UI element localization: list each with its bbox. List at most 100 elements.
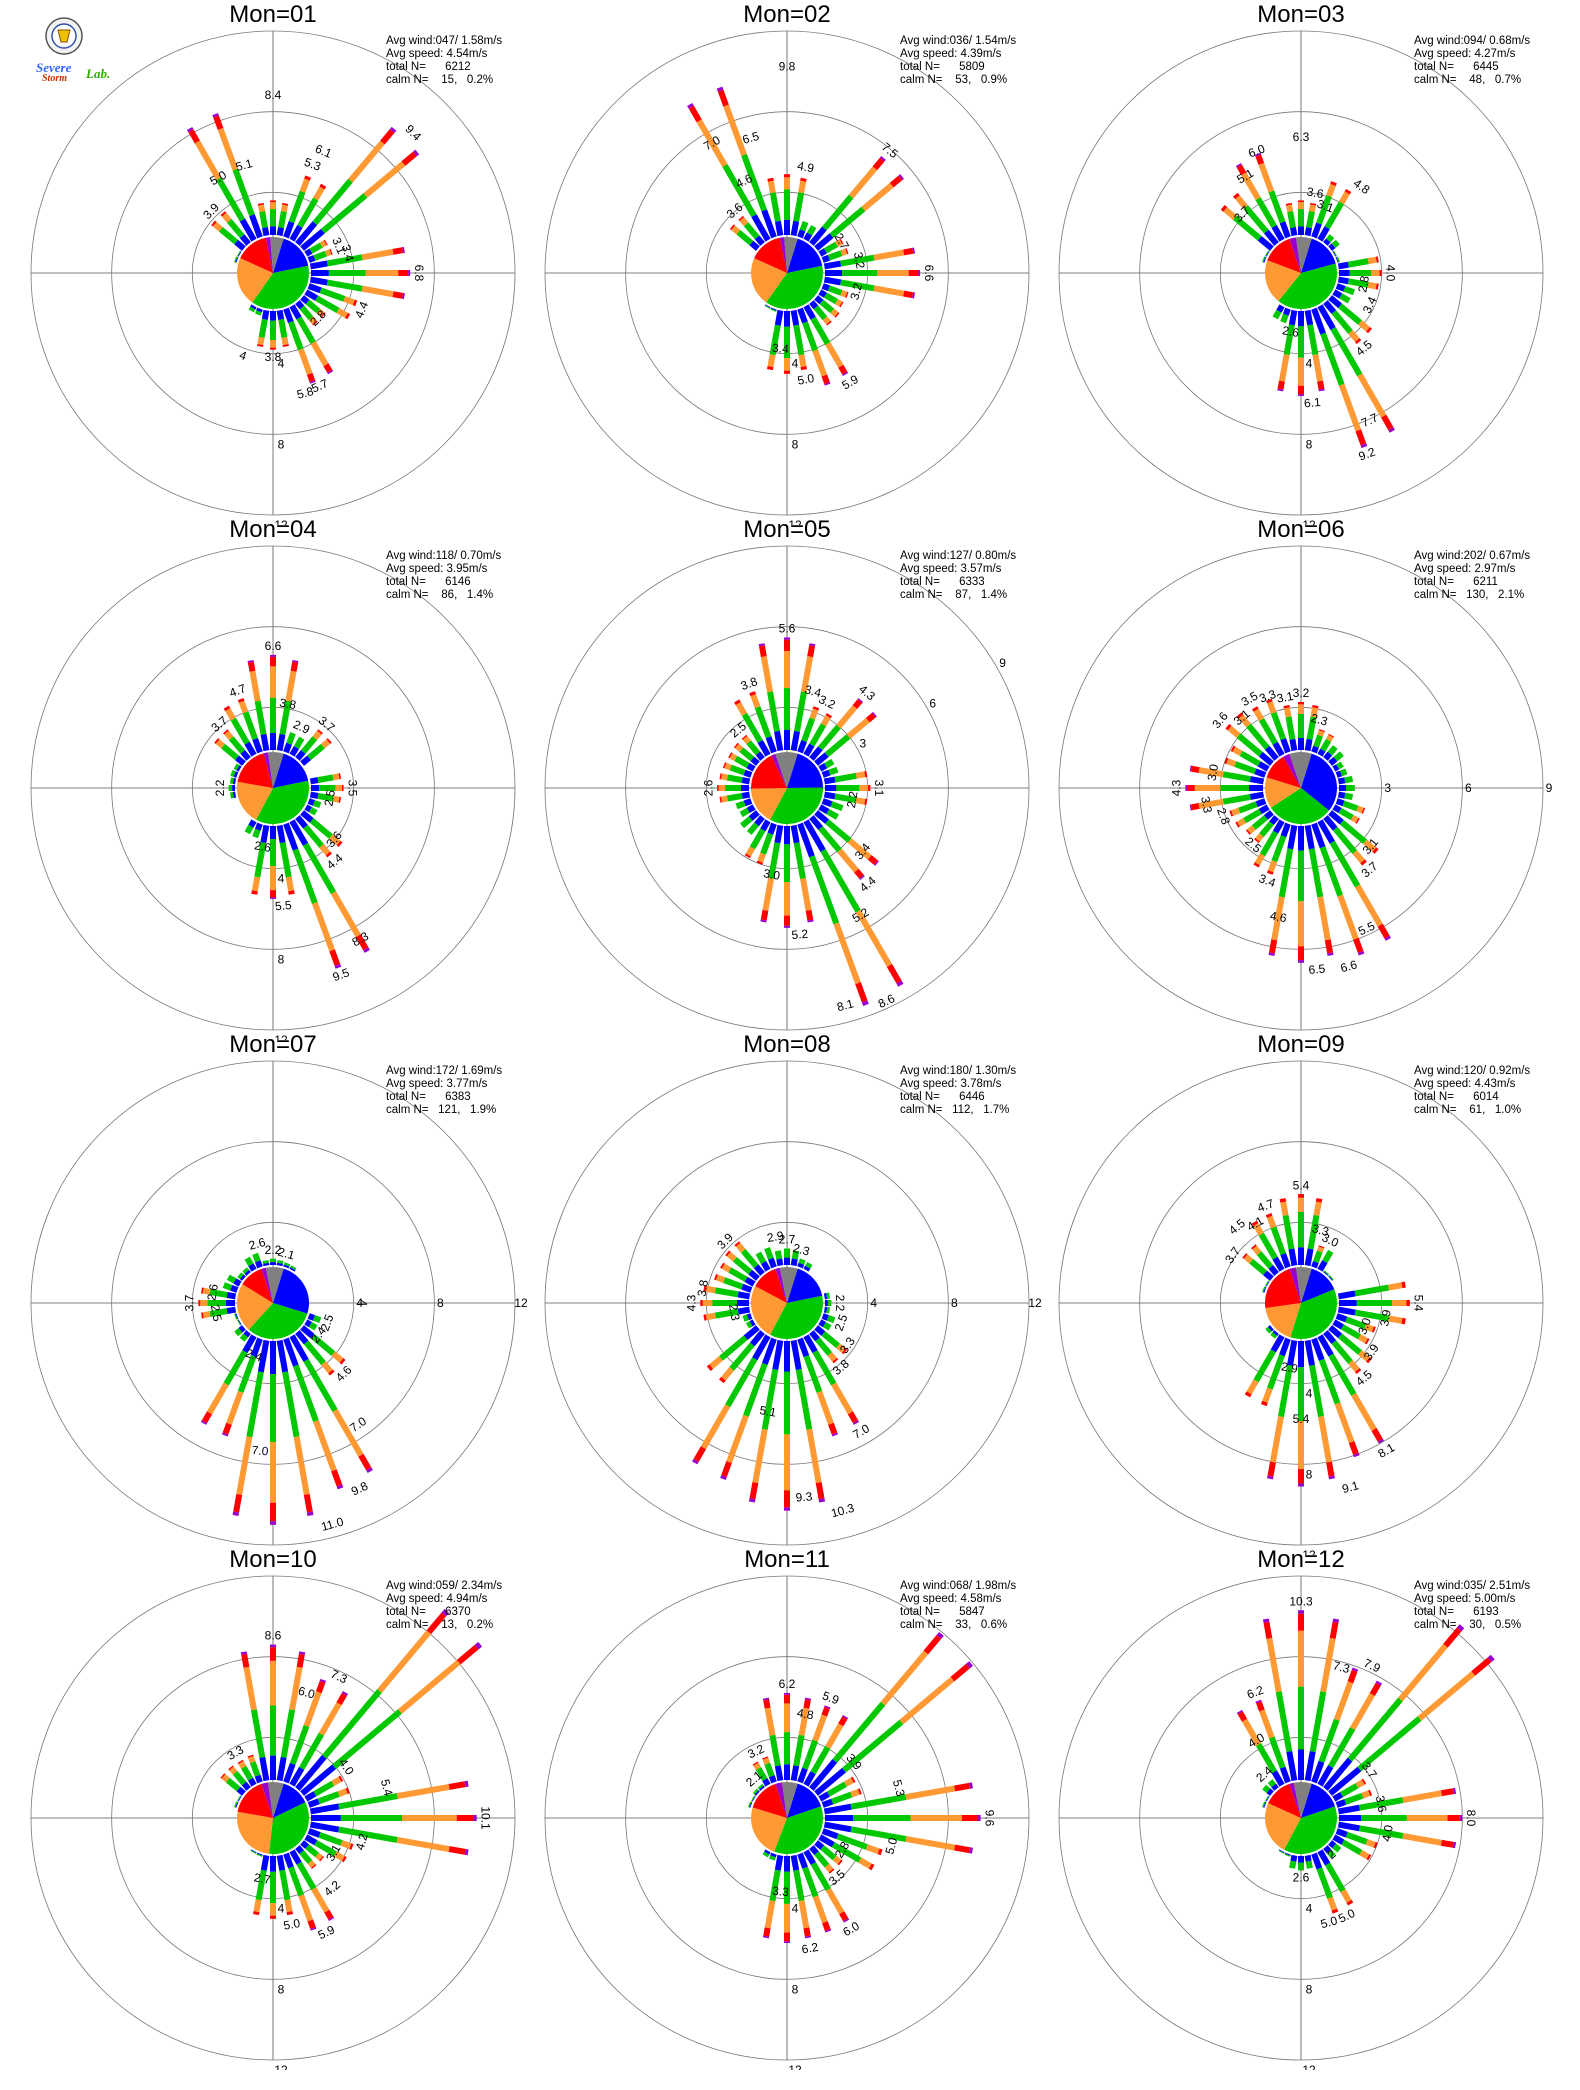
petal-segment <box>1268 1265 1279 1276</box>
petal-segment <box>768 1775 777 1784</box>
petal-segment <box>398 1659 461 1714</box>
petal-segment <box>1255 1699 1262 1704</box>
petal-segment <box>304 804 312 813</box>
petal-segment <box>741 153 768 212</box>
petal-segment <box>827 1352 837 1362</box>
petal-segment <box>848 166 878 199</box>
petal-segment <box>818 1319 826 1328</box>
petal-segment <box>809 300 819 310</box>
petal-segment <box>784 1341 790 1372</box>
petal-label: 4.6 <box>1269 909 1288 926</box>
petal-segment <box>814 810 830 824</box>
petal-segment <box>824 734 851 757</box>
petal-segment <box>209 1288 228 1298</box>
petal-segment <box>748 810 760 821</box>
petal-segment <box>1298 1862 1304 1871</box>
petal-segment <box>1388 1282 1403 1291</box>
ring-label: 8 <box>437 1296 444 1310</box>
petal-segment <box>733 742 739 749</box>
petal-segment <box>1319 846 1343 897</box>
petal-segment <box>725 785 742 791</box>
petal-segment <box>1266 289 1270 295</box>
petal-segment <box>762 877 774 911</box>
petal-segment <box>309 1293 311 1300</box>
petal-segment <box>1351 1392 1377 1432</box>
petal-segment <box>803 1265 811 1272</box>
petal-label: 2.5 <box>318 1312 337 1333</box>
petal-segment <box>352 299 358 307</box>
petal-segment <box>821 1706 830 1717</box>
petal-segment <box>814 295 824 305</box>
petal-label: 2.5 <box>208 1304 225 1323</box>
petal-segment <box>1344 792 1354 801</box>
petal-segment <box>1264 1828 1267 1834</box>
petal-segment <box>1268 1736 1286 1769</box>
petal-segment <box>270 732 276 750</box>
petal-segment <box>812 1895 828 1924</box>
petal-segment <box>1298 960 1304 963</box>
petal-segment <box>714 1308 739 1319</box>
petal-label: 9.8 <box>779 60 796 74</box>
petal-segment <box>293 1436 310 1496</box>
petal-segment <box>188 129 200 144</box>
petal-segment <box>1332 1791 1344 1802</box>
petal-segment <box>818 804 830 815</box>
petal-segment <box>380 129 395 145</box>
petal-segment <box>343 296 355 306</box>
petal-segment <box>720 1475 727 1480</box>
petal-segment <box>1254 838 1260 844</box>
petal-segment <box>215 177 246 222</box>
petal-segment <box>319 183 327 190</box>
petal-segment <box>784 1490 790 1508</box>
petal-segment <box>741 712 763 744</box>
petal-segment <box>320 193 368 234</box>
petal-segment <box>828 1868 835 1874</box>
petal-label: 6.1 <box>313 142 334 161</box>
petal-segment <box>1266 870 1274 875</box>
petal-segment <box>1236 712 1244 719</box>
petal-segment <box>769 1869 781 1902</box>
petal-segment <box>235 1821 237 1828</box>
petal-segment <box>241 1781 251 1791</box>
petal-label: 4 <box>237 348 248 364</box>
pie-slice <box>248 1303 308 1339</box>
petal-segment <box>307 743 325 761</box>
petal-segment <box>237 698 245 703</box>
petal-segment <box>312 320 318 326</box>
petal-segment <box>823 1803 852 1815</box>
petal-segment <box>1366 1854 1372 1861</box>
petal-segment <box>1332 251 1337 257</box>
petal-segment <box>1443 1627 1462 1648</box>
petal-segment <box>307 772 310 778</box>
petal-segment <box>209 1308 228 1318</box>
petal-segment <box>1357 373 1387 418</box>
petal-segment <box>1243 808 1262 824</box>
petal-segment <box>226 1390 244 1425</box>
petal-segment <box>258 204 266 212</box>
petal-segment <box>821 1331 840 1349</box>
petal-segment <box>714 1287 739 1298</box>
pie-slice <box>1289 237 1301 273</box>
petal-segment <box>221 1432 229 1437</box>
petal-segment <box>720 1262 725 1269</box>
petal-segment <box>270 890 276 898</box>
panel-title: Mon=11 <box>744 1546 830 1573</box>
petal-segment <box>1263 810 1274 820</box>
petal-segment <box>279 700 292 735</box>
pie-slice <box>781 1782 798 1818</box>
petal-segment <box>235 1808 237 1815</box>
petal-segment <box>226 1306 237 1315</box>
petal-label: 5.1 <box>234 156 254 174</box>
pie-slice <box>1283 753 1301 788</box>
petal-segment <box>1270 1332 1278 1339</box>
petal-segment <box>1186 785 1195 791</box>
stats-line: calm N= 112, 1.7% <box>900 1104 1010 1116</box>
petal-segment <box>262 1259 269 1264</box>
petal-segment <box>722 762 727 769</box>
petal-label: 5.0 <box>796 371 815 388</box>
petal-segment <box>326 254 363 267</box>
petal-label: 3.7 <box>183 1294 197 1311</box>
petal-segment <box>326 279 363 292</box>
petal-segment <box>864 770 868 778</box>
